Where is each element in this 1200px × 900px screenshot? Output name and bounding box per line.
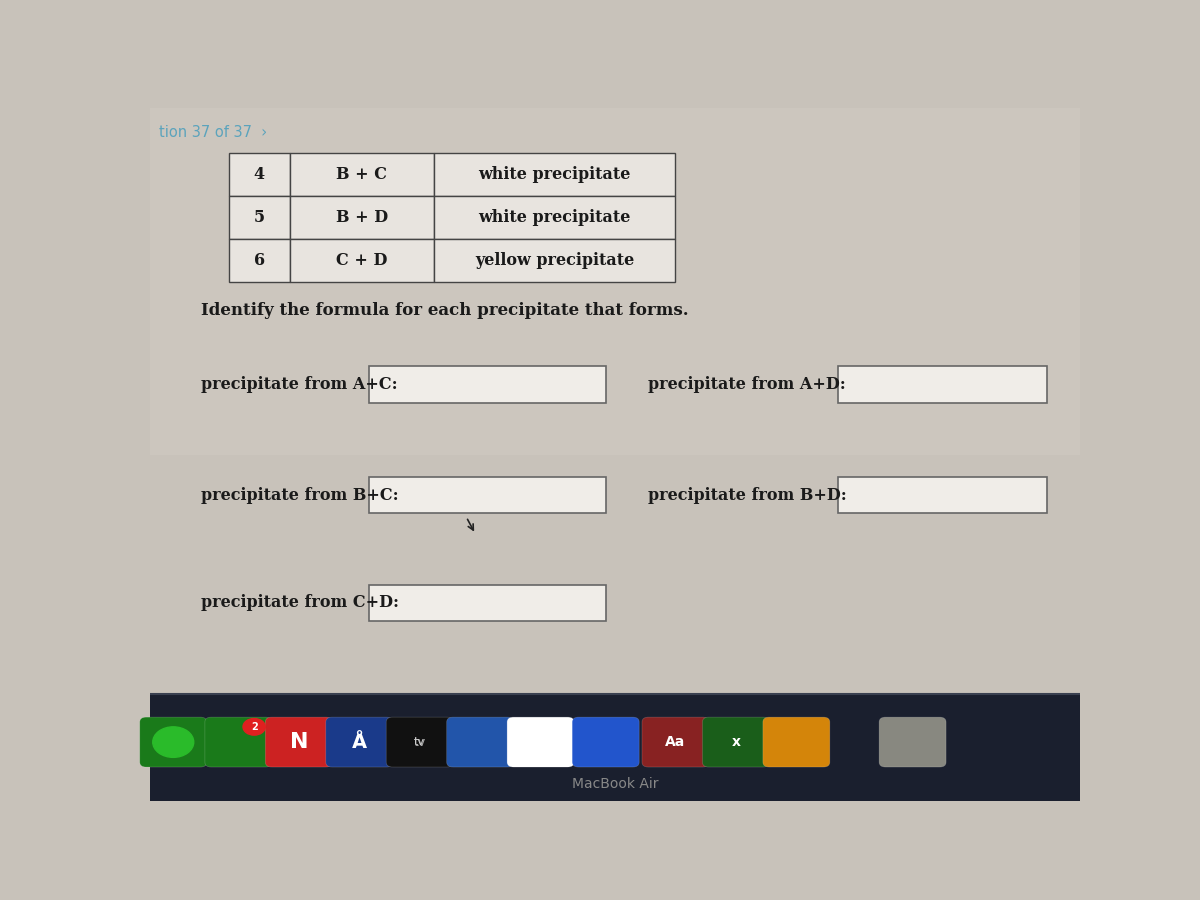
Text: white precipitate: white precipitate — [479, 166, 631, 183]
Bar — [150, 694, 1080, 801]
Bar — [368, 585, 606, 621]
Bar — [433, 239, 676, 282]
Text: Å: Å — [352, 733, 367, 751]
Bar — [289, 153, 433, 196]
FancyBboxPatch shape — [702, 717, 769, 767]
Circle shape — [152, 727, 193, 758]
Text: 4: 4 — [253, 166, 265, 183]
Bar — [368, 477, 606, 513]
FancyBboxPatch shape — [446, 717, 514, 767]
FancyBboxPatch shape — [763, 717, 830, 767]
FancyBboxPatch shape — [508, 717, 574, 767]
Text: yellow precipitate: yellow precipitate — [475, 252, 634, 269]
Text: B + D: B + D — [336, 209, 388, 226]
Text: precipitate from A+D:: precipitate from A+D: — [648, 376, 845, 393]
Text: x: x — [732, 735, 740, 749]
Text: 6: 6 — [253, 252, 265, 269]
Text: tv: tv — [414, 737, 425, 747]
Text: precipitate from A+C:: precipitate from A+C: — [202, 376, 397, 393]
Bar — [433, 196, 676, 239]
Bar — [839, 477, 1048, 513]
Bar — [229, 239, 289, 282]
FancyBboxPatch shape — [205, 717, 272, 767]
Text: B + C: B + C — [336, 166, 388, 183]
FancyBboxPatch shape — [386, 717, 454, 767]
FancyBboxPatch shape — [325, 717, 392, 767]
Bar — [289, 196, 433, 239]
Bar — [433, 153, 676, 196]
Bar — [839, 366, 1048, 402]
Text: precipitate from B+D:: precipitate from B+D: — [648, 487, 846, 504]
Bar — [150, 108, 1080, 454]
FancyBboxPatch shape — [572, 717, 640, 767]
Bar — [229, 196, 289, 239]
Text: tv: tv — [414, 735, 426, 749]
Text: 5: 5 — [253, 209, 265, 226]
FancyBboxPatch shape — [265, 717, 332, 767]
Text: C + D: C + D — [336, 252, 388, 269]
FancyBboxPatch shape — [139, 717, 206, 767]
Bar — [229, 153, 289, 196]
Text: precipitate from C+D:: precipitate from C+D: — [202, 594, 400, 611]
FancyBboxPatch shape — [880, 717, 946, 767]
Text: N: N — [289, 732, 308, 752]
Text: white precipitate: white precipitate — [479, 209, 631, 226]
Text: precipitate from B+C:: precipitate from B+C: — [202, 487, 398, 504]
Text: Aa: Aa — [665, 735, 685, 749]
Bar — [289, 239, 433, 282]
Text: tion 37 of 37  ›: tion 37 of 37 › — [160, 125, 268, 140]
Circle shape — [242, 718, 265, 735]
Text: 2: 2 — [251, 722, 258, 732]
FancyBboxPatch shape — [642, 717, 709, 767]
Text: Identify the formula for each precipitate that forms.: Identify the formula for each precipitat… — [202, 302, 689, 319]
Bar — [368, 366, 606, 402]
Text: MacBook Air: MacBook Air — [571, 777, 659, 790]
